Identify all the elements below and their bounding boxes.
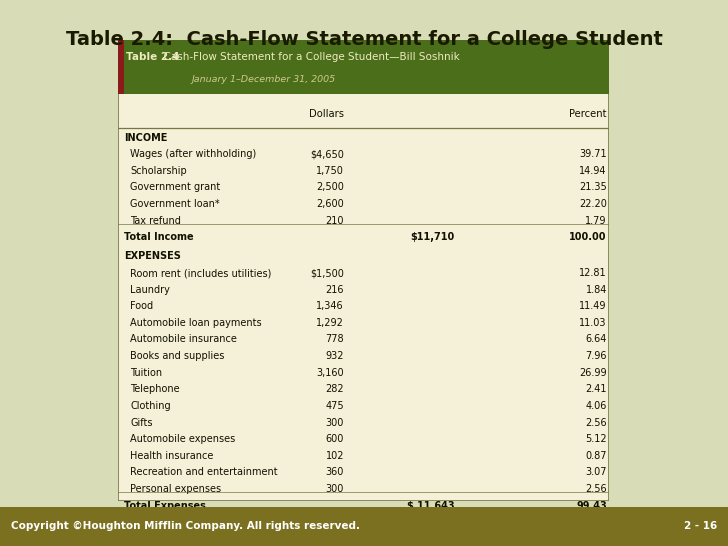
Text: $1,500: $1,500 xyxy=(310,268,344,278)
Text: Dollars: Dollars xyxy=(309,109,344,118)
Text: Telephone: Telephone xyxy=(130,384,180,394)
Text: 11.03: 11.03 xyxy=(579,318,607,328)
Text: 1.79: 1.79 xyxy=(585,216,607,225)
Text: $11,710: $11,710 xyxy=(411,233,454,242)
Text: 3,160: 3,160 xyxy=(317,367,344,378)
Text: 360: 360 xyxy=(325,467,344,477)
Text: Books and supplies: Books and supplies xyxy=(130,351,225,361)
Text: 600: 600 xyxy=(325,434,344,444)
Text: 100.00: 100.00 xyxy=(569,233,607,242)
Text: 0.87: 0.87 xyxy=(585,451,607,461)
Text: 778: 778 xyxy=(325,335,344,345)
Text: Clothing: Clothing xyxy=(130,401,171,411)
Text: Automobile loan payments: Automobile loan payments xyxy=(130,318,262,328)
Text: 2,500: 2,500 xyxy=(316,182,344,193)
Text: 2 - 16: 2 - 16 xyxy=(684,521,717,531)
Text: 11.49: 11.49 xyxy=(579,301,607,311)
Text: Room rent (includes utilities): Room rent (includes utilities) xyxy=(130,268,272,278)
Text: Tax refund: Tax refund xyxy=(130,216,181,225)
Text: INCOME: INCOME xyxy=(124,133,167,143)
Text: 300: 300 xyxy=(325,418,344,428)
Text: 26.99: 26.99 xyxy=(579,367,607,378)
Text: 3.07: 3.07 xyxy=(585,467,607,477)
Text: Cash-Flow Statement for a College Student—Bill Soshnik: Cash-Flow Statement for a College Studen… xyxy=(157,52,459,62)
Bar xyxy=(118,40,124,94)
Text: Personal expenses: Personal expenses xyxy=(130,484,221,494)
Text: 475: 475 xyxy=(325,401,344,411)
Text: Table 2.4: Table 2.4 xyxy=(126,52,180,62)
Text: Government grant: Government grant xyxy=(130,182,221,193)
Text: Recreation and entertainment: Recreation and entertainment xyxy=(130,467,278,477)
Text: Wages (after withholding): Wages (after withholding) xyxy=(130,149,256,159)
Text: 21.35: 21.35 xyxy=(579,182,607,193)
Text: 1,750: 1,750 xyxy=(316,166,344,176)
Text: EXPENSES: EXPENSES xyxy=(124,251,181,262)
Text: 1,346: 1,346 xyxy=(317,301,344,311)
Text: 216: 216 xyxy=(325,284,344,295)
Text: Surplus (deficit): Surplus (deficit) xyxy=(124,517,214,527)
Text: $ 11,643: $ 11,643 xyxy=(407,501,454,511)
Text: 2.56: 2.56 xyxy=(585,484,607,494)
Text: 932: 932 xyxy=(325,351,344,361)
Text: $4,650: $4,650 xyxy=(310,149,344,159)
Text: 2.56: 2.56 xyxy=(585,418,607,428)
Text: Government loan*: Government loan* xyxy=(130,199,220,209)
Text: 1.84: 1.84 xyxy=(585,284,607,295)
Text: 22.20: 22.20 xyxy=(579,199,607,209)
Text: January 1–December 31, 2005: January 1–December 31, 2005 xyxy=(191,75,336,84)
Text: Automobile insurance: Automobile insurance xyxy=(130,335,237,345)
Text: 39.71: 39.71 xyxy=(579,149,607,159)
Text: Health insurance: Health insurance xyxy=(130,451,213,461)
Text: Scholarship: Scholarship xyxy=(130,166,187,176)
Text: 102: 102 xyxy=(325,451,344,461)
Text: 2.41: 2.41 xyxy=(585,384,607,394)
Text: Table 2.4:  Cash-Flow Statement for a College Student: Table 2.4: Cash-Flow Statement for a Col… xyxy=(66,30,662,49)
Text: 12.81: 12.81 xyxy=(579,268,607,278)
Bar xyxy=(118,40,609,94)
Text: 210: 210 xyxy=(325,216,344,225)
Text: 300: 300 xyxy=(325,484,344,494)
Text: Food: Food xyxy=(130,301,154,311)
Text: Gifts: Gifts xyxy=(130,418,153,428)
Text: 99.43: 99.43 xyxy=(576,501,607,511)
Text: 14.94: 14.94 xyxy=(579,166,607,176)
Text: *Technically, loans are not income. Bill plans to be a teacher and his loan will: *Technically, loans are not income. Bill… xyxy=(124,539,724,546)
Text: Laundry: Laundry xyxy=(130,284,170,295)
Text: Percent: Percent xyxy=(569,109,607,118)
Text: 7.96: 7.96 xyxy=(585,351,607,361)
Text: Tuition: Tuition xyxy=(130,367,162,378)
Text: 6.64: 6.64 xyxy=(585,335,607,345)
Text: 1,292: 1,292 xyxy=(316,318,344,328)
Text: 5.12: 5.12 xyxy=(585,434,607,444)
Text: Automobile expenses: Automobile expenses xyxy=(130,434,235,444)
Text: 4.06: 4.06 xyxy=(585,401,607,411)
Text: 2,600: 2,600 xyxy=(316,199,344,209)
Text: 0.57: 0.57 xyxy=(583,517,607,527)
Text: Total Expenses: Total Expenses xyxy=(124,501,206,511)
Text: $  67: $ 67 xyxy=(427,517,454,527)
Text: 282: 282 xyxy=(325,384,344,394)
Text: Total Income: Total Income xyxy=(124,233,194,242)
Text: Copyright ©Houghton Mifflin Company. All rights reserved.: Copyright ©Houghton Mifflin Company. All… xyxy=(11,521,360,531)
